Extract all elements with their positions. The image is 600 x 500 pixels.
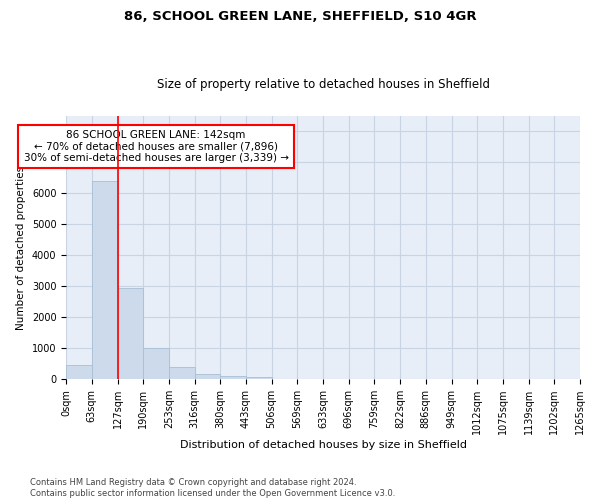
Bar: [220, 376, 246, 379]
Title: Size of property relative to detached houses in Sheffield: Size of property relative to detached ho…: [157, 78, 490, 91]
Bar: [169, 367, 194, 379]
Bar: [66, 366, 92, 379]
X-axis label: Distribution of detached houses by size in Sheffield: Distribution of detached houses by size …: [179, 440, 467, 450]
Bar: [194, 374, 220, 379]
Text: Contains HM Land Registry data © Crown copyright and database right 2024.
Contai: Contains HM Land Registry data © Crown c…: [30, 478, 395, 498]
Text: 86 SCHOOL GREEN LANE: 142sqm
← 70% of detached houses are smaller (7,896)
30% of: 86 SCHOOL GREEN LANE: 142sqm ← 70% of de…: [23, 130, 289, 163]
Text: 86, SCHOOL GREEN LANE, SHEFFIELD, S10 4GR: 86, SCHOOL GREEN LANE, SHEFFIELD, S10 4G…: [124, 10, 476, 23]
Y-axis label: Number of detached properties: Number of detached properties: [16, 166, 26, 330]
Bar: [246, 378, 272, 379]
Bar: [143, 348, 169, 379]
Bar: [118, 288, 143, 379]
Bar: [92, 181, 118, 379]
